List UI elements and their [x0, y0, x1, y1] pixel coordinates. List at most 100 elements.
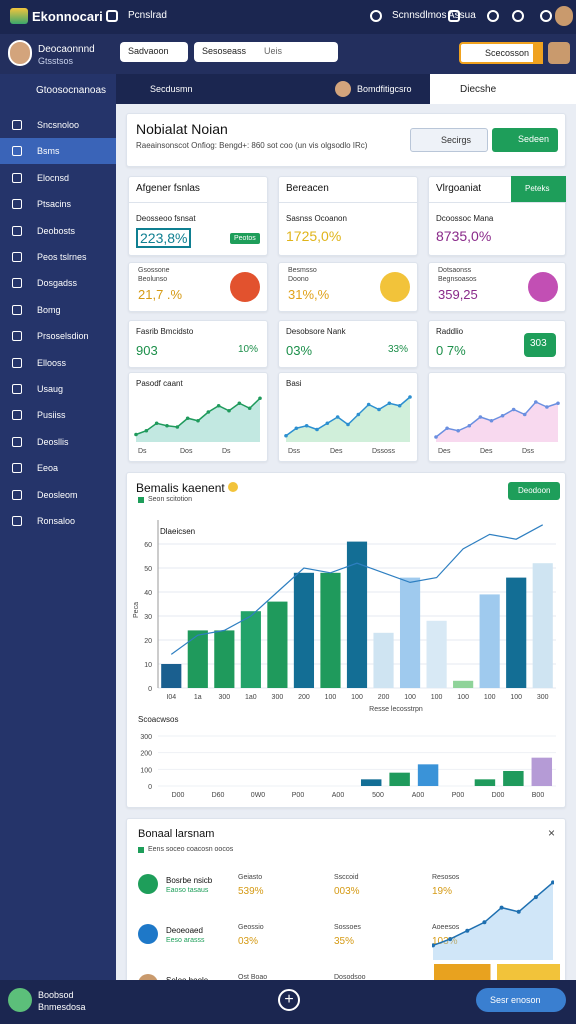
point — [448, 937, 453, 942]
point — [482, 920, 487, 925]
sparkline-point — [545, 405, 549, 409]
sparkline-line — [435, 401, 559, 438]
top-item[interactable]: Pcnslrad — [128, 10, 167, 21]
sparkline-point — [500, 413, 505, 418]
kpi-card — [128, 176, 268, 256]
kpi-value: 223,8% — [136, 228, 192, 248]
sparkline-point — [556, 401, 560, 406]
sidebar-item[interactable]: Ellooss — [37, 357, 67, 368]
sidebar-top[interactable]: Gtoosocnanoas — [36, 85, 107, 96]
x-tick-label: 300 — [272, 694, 284, 701]
top-item[interactable]: Assua — [448, 10, 476, 21]
kpi-chart-card — [128, 372, 268, 462]
sidebar-icon — [12, 278, 22, 289]
bar — [503, 771, 524, 786]
bar — [267, 601, 288, 688]
sidebar-item[interactable]: Bomg — [37, 304, 61, 315]
kpi-label: Dcoossoc Mana — [436, 214, 494, 223]
sparkline-point — [356, 412, 361, 417]
badge: Peotos — [230, 233, 260, 244]
top-icon — [106, 10, 118, 22]
top-icon — [540, 10, 552, 22]
kpi-small: Gsossone — [138, 267, 170, 274]
chart-label: Pasodf caant — [136, 379, 183, 388]
add-button[interactable]: + — [278, 989, 300, 1011]
sparkline-point — [175, 425, 180, 429]
x-tick-label: P00 — [452, 792, 465, 799]
y-tick-label: 0 — [148, 784, 152, 791]
kpi-icon — [380, 272, 410, 302]
page-title: Nobialat Noian — [136, 121, 228, 137]
footer-button[interactable]: Sesr enoson — [476, 988, 566, 1012]
sidebar-item[interactable]: Deosllis — [37, 436, 69, 447]
sparkline-point — [165, 423, 169, 428]
close[interactable]: × — [548, 826, 556, 840]
top-item[interactable]: Scnnsdlmos — [392, 10, 447, 21]
sidebar-item[interactable]: Pusiiss — [37, 410, 66, 421]
sparkline-point — [227, 408, 231, 413]
sidebar-icon — [12, 172, 22, 183]
sparkline-point — [315, 427, 319, 432]
button[interactable]: Secirgs — [410, 128, 488, 152]
select[interactable]: Sadvaoon — [120, 42, 188, 62]
search-box — [430, 74, 576, 104]
row-label: Aoeesos — [432, 924, 460, 931]
row-value: 35% — [334, 936, 355, 947]
sparkline — [284, 395, 412, 442]
kpi-value: 903 — [136, 343, 158, 358]
row-label: Dosodsoo — [334, 974, 366, 981]
sidebar-item[interactable]: Sncsnoloo — [37, 120, 80, 130]
sparkline-point — [134, 432, 138, 437]
row-label: Resosos — [432, 874, 460, 881]
x-tick-label: D60 — [212, 792, 225, 799]
sidebar-icon — [12, 225, 22, 236]
sidebar-icon — [12, 410, 22, 421]
x-tick-label: 500 — [372, 792, 384, 799]
sidebar-item[interactable]: Ptsacins — [37, 199, 72, 210]
button[interactable]: Deodoon — [508, 482, 560, 500]
divider — [428, 202, 566, 203]
sparkline-point — [522, 412, 527, 417]
bar-strip — [434, 964, 560, 980]
sparkline-area — [436, 402, 558, 442]
search[interactable]: Secdusmn — [150, 84, 193, 94]
search-button[interactable]: Scecosson — [459, 42, 543, 64]
sparkline-point — [206, 410, 211, 414]
point — [499, 905, 504, 910]
header-avatar — [548, 42, 570, 64]
x-tick-label: 300 — [537, 694, 549, 701]
footer-avatar — [8, 988, 32, 1012]
sidebar-item[interactable]: Deobosts — [37, 225, 76, 236]
sidebar-item[interactable]: Prsoselsdion — [37, 331, 89, 342]
bar — [240, 611, 261, 688]
bar — [346, 541, 368, 688]
sidebar-item[interactable]: Peos tslrnes — [37, 252, 87, 262]
sidebar-item[interactable]: Ronsaloo — [37, 516, 76, 526]
user-role: Gtsstsos — [38, 56, 74, 66]
search-2[interactable]: Diecshe — [460, 84, 497, 95]
x-tick-label: 100 — [484, 694, 496, 701]
kpi-card — [278, 320, 418, 368]
top-bar — [0, 0, 576, 34]
bar — [417, 764, 439, 786]
sidebar-item[interactable]: Elocnsd — [37, 172, 70, 183]
button[interactable]: Sedeen — [492, 128, 558, 152]
sidebar-item[interactable]: Bsms — [37, 146, 60, 157]
select[interactable]: Sesoseass — [194, 42, 338, 62]
kpi-value: 31%,% — [288, 287, 330, 302]
sidebar-item[interactable]: Dosgadss — [37, 278, 78, 289]
dropdown-button[interactable]: Peteks — [511, 176, 566, 202]
sidebar-item[interactable]: Deosleom — [37, 489, 78, 500]
x-label: Des — [480, 448, 493, 455]
sidebar-item[interactable]: Usaug — [37, 384, 64, 394]
row-label: Ssccoid — [334, 874, 359, 881]
legend-swatch — [138, 497, 144, 503]
row-value: 539% — [238, 886, 264, 897]
card-title: Bonaal larsnam — [138, 828, 215, 840]
x-tick-label: 100 — [431, 694, 443, 701]
row-value: 003% — [334, 886, 360, 897]
sparkline-point — [511, 407, 516, 412]
sidebar-item[interactable]: Eeoa — [37, 463, 59, 474]
legend-swatch — [138, 847, 144, 853]
